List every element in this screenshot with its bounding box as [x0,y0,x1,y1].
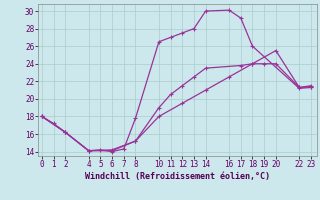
X-axis label: Windchill (Refroidissement éolien,°C): Windchill (Refroidissement éolien,°C) [85,172,270,181]
